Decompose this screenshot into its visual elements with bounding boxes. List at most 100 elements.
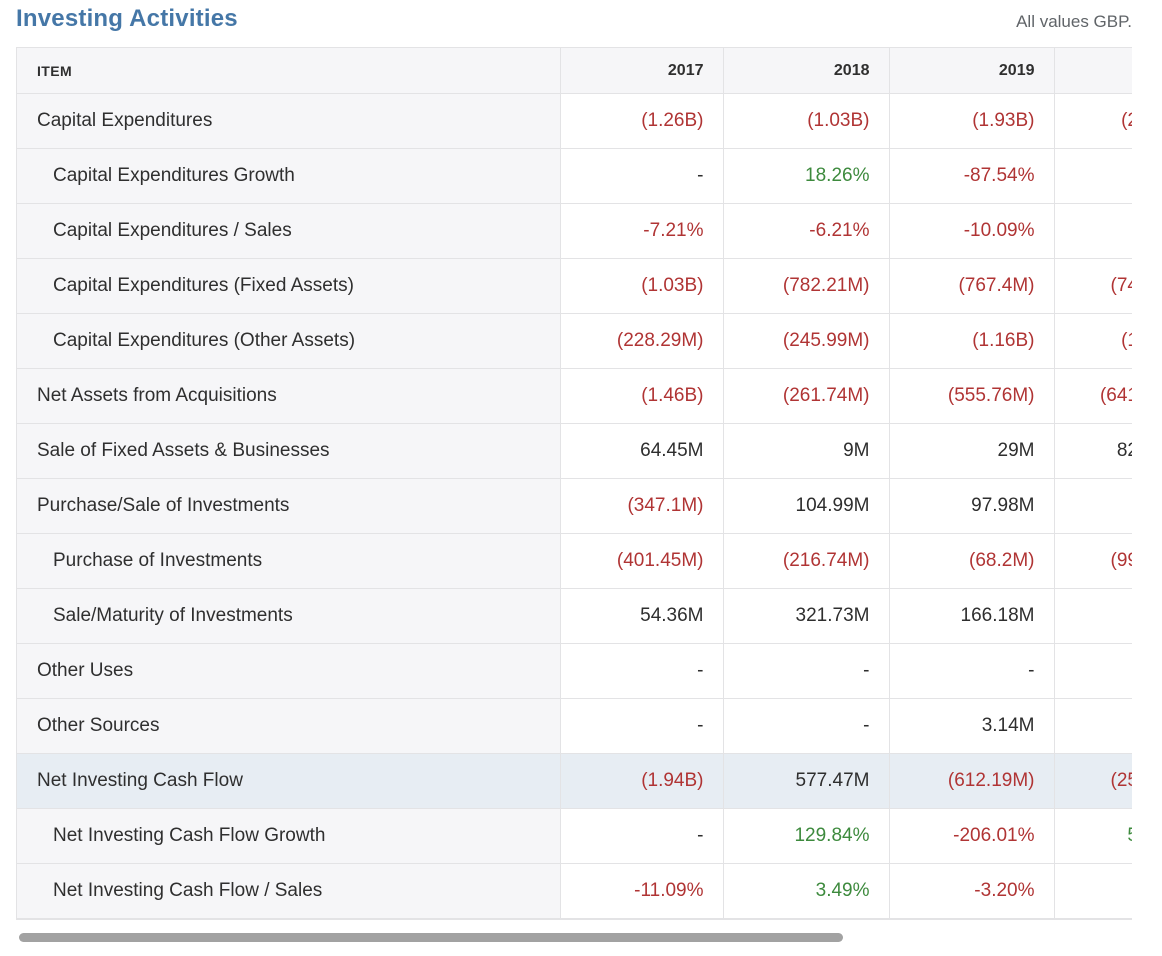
cell-value bbox=[1053, 698, 1132, 754]
cell-value: (1.46B) bbox=[559, 368, 723, 424]
cell-value: (1.16B) bbox=[888, 313, 1054, 369]
cell-value: (1.03B) bbox=[559, 258, 723, 314]
horizontal-scrollbar-track[interactable] bbox=[19, 932, 1149, 942]
cell-value: -11.09% bbox=[559, 863, 723, 919]
cell-value: 5 bbox=[1053, 808, 1132, 864]
row-label: Capital Expenditures / Sales bbox=[17, 203, 560, 259]
cell-value: - bbox=[888, 643, 1054, 699]
cell-value bbox=[1053, 478, 1132, 534]
row-label: Other Uses bbox=[17, 643, 560, 699]
cell-value: - bbox=[722, 698, 889, 754]
cell-value: 104.99M bbox=[722, 478, 889, 534]
item-column-header: ITEM bbox=[17, 48, 560, 94]
cell-value: (347.1M) bbox=[559, 478, 723, 534]
table-row[interactable]: Capital Expenditures (Other Assets) (228.… bbox=[17, 313, 1132, 369]
cell-value: (401.45M) bbox=[559, 533, 723, 589]
cell-value: -3.20% bbox=[888, 863, 1054, 919]
cell-value: (1 bbox=[1053, 313, 1132, 369]
financials-table-container: ITEM 2017 2018 2019 Capital Expenditures (1… bbox=[16, 47, 1132, 920]
cell-value: - bbox=[1053, 863, 1132, 919]
row-label: Net Investing Cash Flow bbox=[17, 753, 560, 809]
year-column-header bbox=[1053, 48, 1132, 94]
cell-value: - bbox=[559, 643, 723, 699]
cell-value: - bbox=[559, 808, 723, 864]
cell-value: - bbox=[1053, 148, 1132, 204]
horizontal-scrollbar-thumb[interactable] bbox=[19, 932, 843, 942]
cell-value: (612.19M) bbox=[888, 753, 1054, 809]
cell-value: - bbox=[1053, 203, 1132, 259]
row-label: Other Sources bbox=[17, 698, 560, 754]
cell-value: 97.98M bbox=[888, 478, 1054, 534]
cell-value: - bbox=[559, 698, 723, 754]
cell-value: (261.74M) bbox=[722, 368, 889, 424]
table-row[interactable]: Capital Expenditures (Fixed Assets) (1.03… bbox=[17, 258, 1132, 314]
cell-value: 64.45M bbox=[559, 423, 723, 479]
row-label: Purchase/Sale of Investments bbox=[17, 478, 560, 534]
table-row[interactable]: Other Uses - - - bbox=[17, 643, 1132, 699]
cell-value: (228.29M) bbox=[559, 313, 723, 369]
table-row[interactable]: Capital Expenditures / Sales -7.21% -6.21%… bbox=[17, 203, 1132, 259]
page-title: Investing Activities bbox=[16, 5, 238, 32]
table-row[interactable]: Net Investing Cash Flow (1.94B) 577.47M (61… bbox=[17, 753, 1132, 809]
row-label: Capital Expenditures (Other Assets) bbox=[17, 313, 560, 369]
cell-value: -6.21% bbox=[722, 203, 889, 259]
table-row[interactable]: Net Investing Cash Flow / Sales -11.09% 3.… bbox=[17, 863, 1132, 919]
cell-value: (1.93B) bbox=[888, 93, 1054, 149]
cell-value: - bbox=[722, 643, 889, 699]
row-label: Net Investing Cash Flow / Sales bbox=[17, 863, 560, 919]
year-column-header: 2018 bbox=[722, 48, 889, 94]
cell-value: 3.49% bbox=[722, 863, 889, 919]
row-label: Capital Expenditures Growth bbox=[17, 148, 560, 204]
cell-value: -206.01% bbox=[888, 808, 1054, 864]
cell-value: (25 bbox=[1053, 753, 1132, 809]
cell-value: (555.76M) bbox=[888, 368, 1054, 424]
cell-value: 29M bbox=[888, 423, 1054, 479]
row-label: Capital Expenditures (Fixed Assets) bbox=[17, 258, 560, 314]
cell-value bbox=[1053, 643, 1132, 699]
table-row[interactable]: Purchase of Investments (401.45M) (216.74M… bbox=[17, 533, 1132, 589]
cell-value: (1.94B) bbox=[559, 753, 723, 809]
cell-value: - bbox=[559, 148, 723, 204]
row-label: Purchase of Investments bbox=[17, 533, 560, 589]
row-label: Capital Expenditures bbox=[17, 93, 560, 149]
cell-value: (1.03B) bbox=[722, 93, 889, 149]
row-label: Sale of Fixed Assets & Businesses bbox=[17, 423, 560, 479]
cell-value: -10.09% bbox=[888, 203, 1054, 259]
cell-value bbox=[1053, 588, 1132, 644]
row-label: Net Investing Cash Flow Growth bbox=[17, 808, 560, 864]
cell-value: (99 bbox=[1053, 533, 1132, 589]
cell-value: (216.74M) bbox=[722, 533, 889, 589]
table-row[interactable]: Sale of Fixed Assets & Businesses 64.45M 9… bbox=[17, 423, 1132, 479]
table-header-row: ITEM 2017 2018 2019 bbox=[17, 48, 1132, 94]
table-row[interactable]: Net Assets from Acquisitions (1.46B) (261.… bbox=[17, 368, 1132, 424]
cell-value: 3.14M bbox=[888, 698, 1054, 754]
cell-value: 129.84% bbox=[722, 808, 889, 864]
table-row[interactable]: Purchase/Sale of Investments (347.1M) 104.… bbox=[17, 478, 1132, 534]
cell-value: -87.54% bbox=[888, 148, 1054, 204]
row-label: Net Assets from Acquisitions bbox=[17, 368, 560, 424]
cell-value: -7.21% bbox=[559, 203, 723, 259]
cell-value: (245.99M) bbox=[722, 313, 889, 369]
year-column-header: 2017 bbox=[559, 48, 723, 94]
cell-value: (68.2M) bbox=[888, 533, 1054, 589]
cell-value: 54.36M bbox=[559, 588, 723, 644]
table-row[interactable]: Capital Expenditures Growth -18.26% -87.54… bbox=[17, 148, 1132, 204]
table-body: Capital Expenditures (1.26B) (1.03B) (1.93B… bbox=[17, 93, 1132, 919]
financials-table: ITEM 2017 2018 2019 Capital Expenditures (1… bbox=[17, 48, 1132, 919]
cell-value: (2 bbox=[1053, 93, 1132, 149]
table-row[interactable]: Other Sources - -3.14M bbox=[17, 698, 1132, 754]
cell-value: (782.21M) bbox=[722, 258, 889, 314]
cell-value: (641 bbox=[1053, 368, 1132, 424]
cell-value: (74 bbox=[1053, 258, 1132, 314]
cell-value: 577.47M bbox=[722, 753, 889, 809]
cell-value: (1.26B) bbox=[559, 93, 723, 149]
row-label: Sale/Maturity of Investments bbox=[17, 588, 560, 644]
table-row[interactable]: Sale/Maturity of Investments 54.36M 321.73… bbox=[17, 588, 1132, 644]
table-row[interactable]: Capital Expenditures (1.26B) (1.03B) (1.93B… bbox=[17, 93, 1132, 149]
cell-value: 321.73M bbox=[722, 588, 889, 644]
cell-value: 82 bbox=[1053, 423, 1132, 479]
section-header: Investing Activities All values GBP. bbox=[16, 5, 1132, 32]
table-row[interactable]: Net Investing Cash Flow Growth -129.84% -2… bbox=[17, 808, 1132, 864]
cell-value: (767.4M) bbox=[888, 258, 1054, 314]
